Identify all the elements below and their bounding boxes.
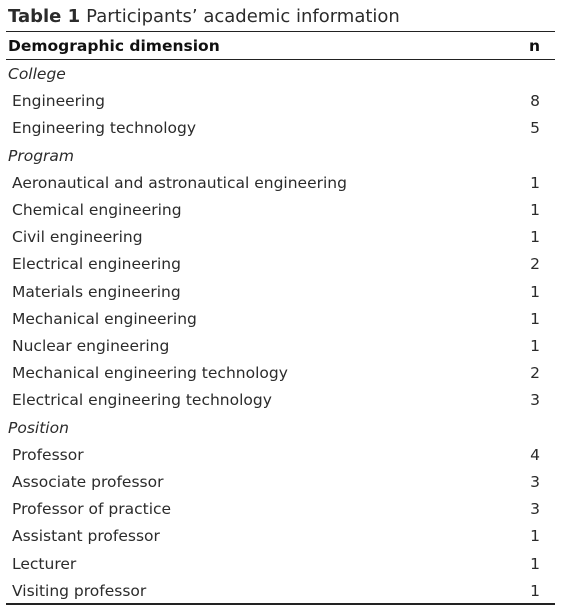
row-count: 3 [530, 473, 540, 491]
row-count: 1 [530, 337, 540, 355]
row-count: 1 [530, 309, 540, 328]
row-label: Electrical engineering technology [12, 391, 272, 410]
caption-text: Participants’ academic information [86, 6, 400, 27]
row-count: 3 [530, 500, 540, 519]
bottom-rule [6, 603, 555, 605]
header-rule [6, 59, 555, 60]
row-label: Associate professor [12, 473, 164, 491]
caption: Table 1 Participants’ academic informatio… [8, 6, 400, 27]
row-label: Mechanical engineering technology [12, 364, 288, 383]
top-rule [6, 31, 555, 32]
row-count: 4 [530, 445, 540, 464]
row-label: Engineering [12, 92, 105, 111]
column-header: n [528, 37, 540, 55]
row-count: 2 [530, 255, 540, 274]
row-label: Electrical engineering [12, 255, 181, 274]
row-count: 1 [530, 527, 540, 546]
row-count: 8 [530, 92, 540, 111]
caption-label: Table 1 [8, 6, 81, 27]
row-count: 5 [530, 119, 540, 138]
row-count: 1 [530, 282, 540, 301]
row-count: 3 [530, 391, 540, 410]
column-header: Demographic dimension [8, 37, 220, 55]
section-heading: College [8, 65, 66, 83]
row-label: Nuclear engineering [12, 337, 170, 355]
row-label: Visiting professor [12, 581, 147, 600]
section-heading: Position [8, 418, 69, 437]
row-label: Chemical engineering [12, 201, 182, 219]
row-label: Lecturer [12, 554, 77, 573]
row-count: 2 [530, 364, 540, 383]
row-label: Aeronautical and astronautical engineeri… [12, 173, 347, 192]
row-label: Professor of practice [12, 500, 172, 519]
row-count: 1 [530, 228, 540, 247]
row-count: 1 [530, 173, 540, 192]
row-label: Civil engineering [12, 228, 143, 247]
row-count: 1 [530, 581, 540, 600]
section-heading: Program [8, 146, 75, 165]
row-count: 1 [530, 554, 540, 573]
row-label: Materials engineering [12, 282, 181, 301]
row-count: 1 [530, 201, 540, 219]
row-label: Assistant professor [12, 527, 160, 546]
row-label: Professor [12, 445, 84, 464]
row-label: Engineering technology [12, 119, 196, 138]
row-label: Mechanical engineering [12, 309, 197, 328]
